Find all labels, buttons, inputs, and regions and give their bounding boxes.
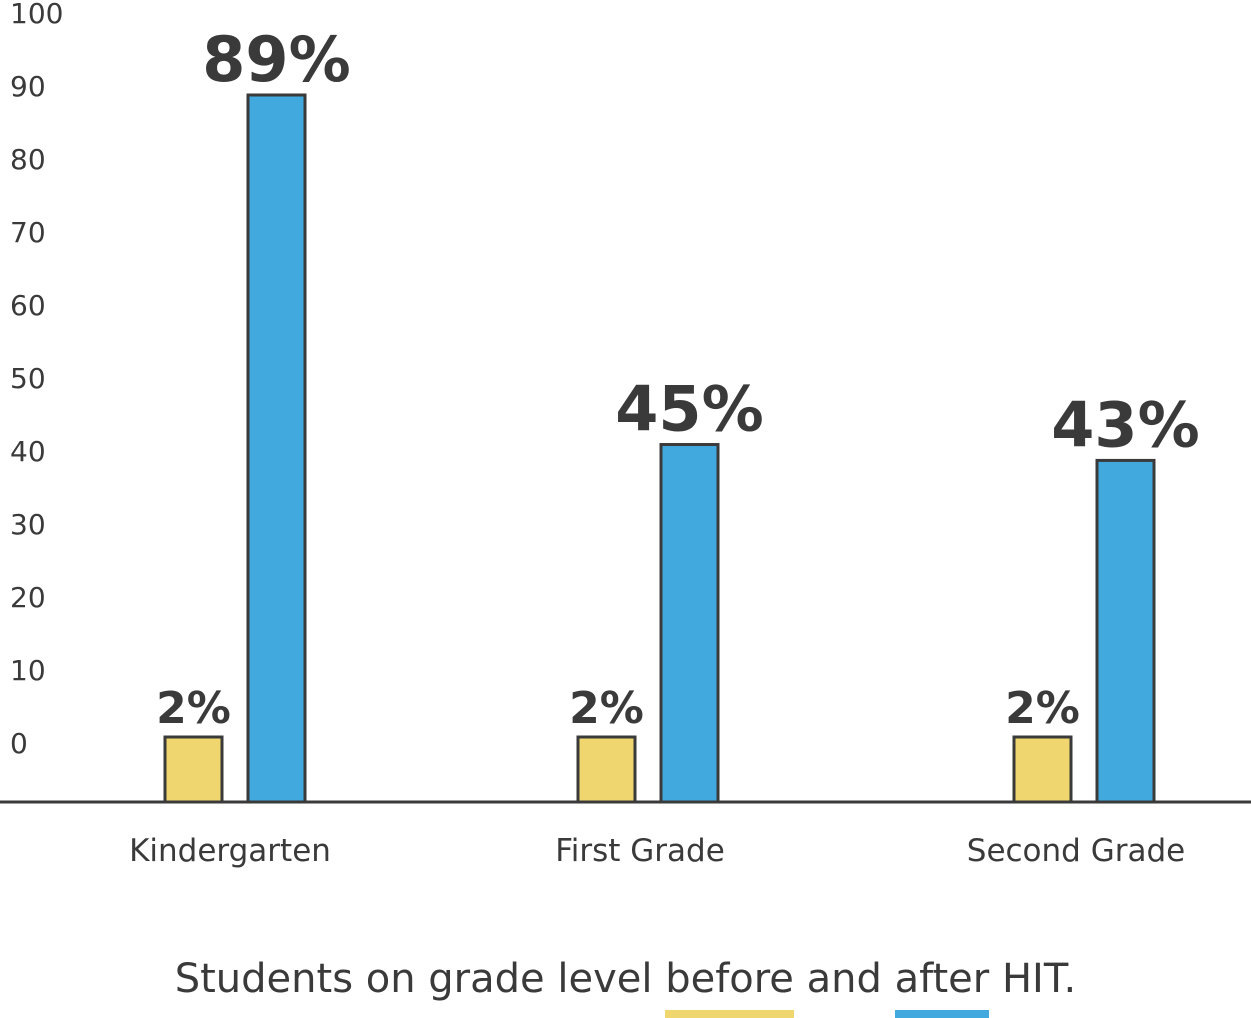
y-tick-label: 90: [10, 70, 46, 103]
bar-before: [576, 735, 637, 804]
bar-after: [246, 93, 307, 804]
x-tick-label: Second Grade: [967, 833, 1185, 869]
caption-after: after: [894, 956, 990, 1018]
bar-after: [1095, 458, 1156, 804]
data-label: 45%: [615, 373, 763, 446]
x-tick-label: First Grade: [555, 833, 725, 869]
y-tick-label: 10: [10, 654, 46, 687]
bar-before: [163, 735, 224, 804]
data-label: 2%: [156, 683, 231, 734]
data-label: 43%: [1051, 388, 1199, 461]
caption-prefix: Students on grade level: [174, 956, 666, 1002]
data-label: 2%: [1005, 683, 1080, 734]
y-tick-label: 100: [10, 0, 63, 30]
bar-after: [659, 443, 720, 804]
caption-before: before: [665, 956, 794, 1018]
y-tick-label: 70: [10, 216, 46, 249]
y-tick-label: 60: [10, 289, 46, 322]
caption-suffix: HIT.: [989, 956, 1077, 1002]
y-tick-label: 80: [10, 143, 46, 176]
y-tick-label: 0: [10, 727, 28, 760]
data-label: 89%: [202, 23, 350, 96]
x-tick-label: Kindergarten: [129, 833, 331, 869]
chart-caption: Students on grade level before and after…: [0, 956, 1251, 1018]
caption-middle: and: [793, 956, 895, 1002]
y-tick-label: 20: [10, 581, 46, 614]
y-tick-label: 30: [10, 508, 46, 541]
bar-before: [1012, 735, 1073, 804]
y-tick-label: 50: [10, 362, 46, 395]
data-label: 2%: [569, 683, 644, 734]
y-tick-label: 40: [10, 435, 46, 468]
